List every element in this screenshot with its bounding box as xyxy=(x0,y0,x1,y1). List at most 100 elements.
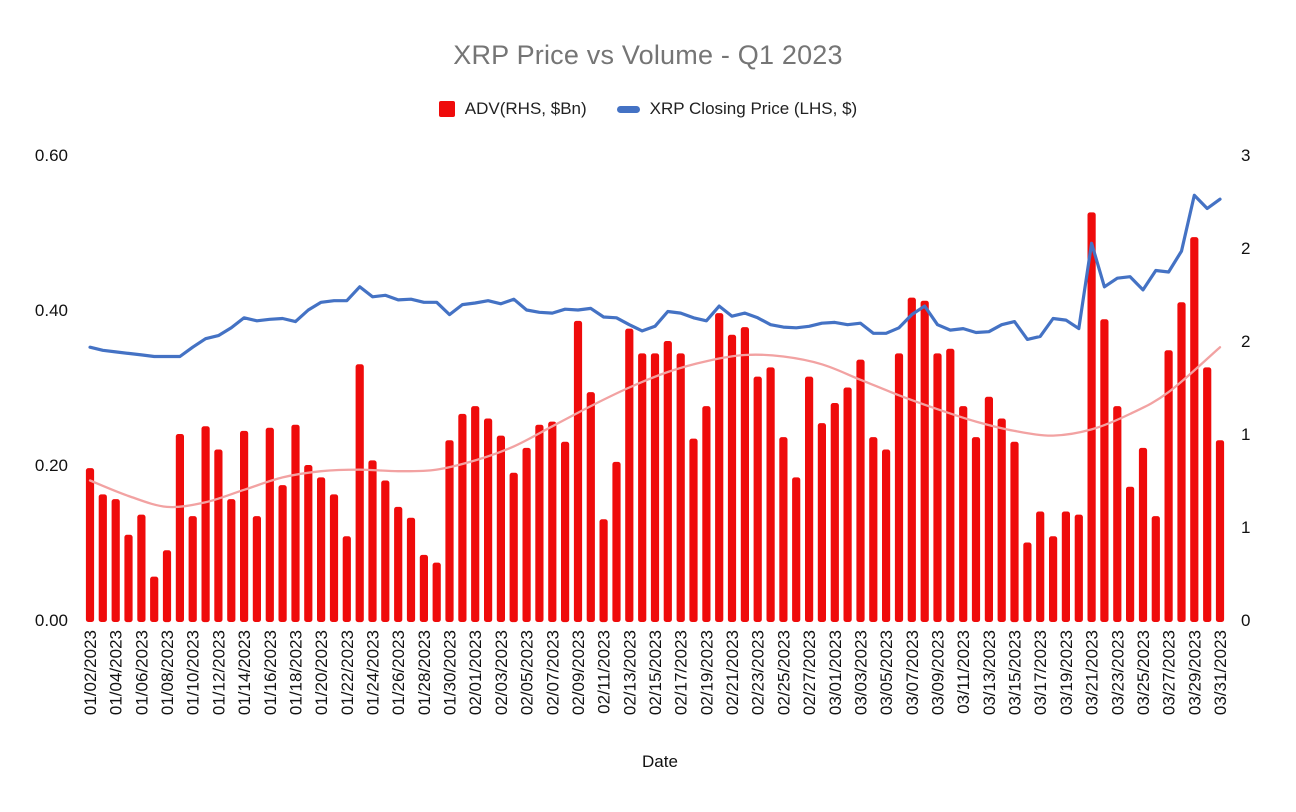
volume-bar xyxy=(599,519,608,623)
volume-bar xyxy=(971,437,981,622)
volume-bar xyxy=(535,424,544,622)
x-axis-tick-label: 02/13/2023 xyxy=(620,630,639,715)
volume-bar xyxy=(548,421,557,622)
volume-bar xyxy=(959,406,968,622)
volume-bar xyxy=(882,449,891,622)
volume-bar xyxy=(85,468,95,622)
adv-trend-line xyxy=(88,346,1222,509)
volume-bar xyxy=(111,499,120,622)
right-axis-tick-label: 1 xyxy=(1241,518,1250,537)
x-axis-tick-label: 01/06/2023 xyxy=(132,630,151,715)
x-axis-tick-label: 03/21/2023 xyxy=(1083,630,1102,715)
volume-bar xyxy=(676,353,685,622)
legend-item-adv: ADV(RHS, $Bn) xyxy=(438,99,587,119)
volume-bar xyxy=(355,364,364,623)
chart-legend: ADV(RHS, $Bn) XRP Closing Price (LHS, $) xyxy=(0,99,1296,119)
right-axis-tick-label: 2 xyxy=(1241,239,1250,258)
x-axis-tick-label: 03/19/2023 xyxy=(1057,630,1076,715)
volume-bar xyxy=(1203,367,1212,622)
volume-bar xyxy=(265,427,274,622)
x-axis-tick-label: 01/26/2023 xyxy=(389,630,408,715)
volume-bar xyxy=(175,434,184,622)
volume-bar xyxy=(1100,319,1109,622)
volume-bar xyxy=(663,341,672,622)
x-axis-tick-label: 02/27/2023 xyxy=(800,630,819,715)
left-axis-tick-label: 0.20 xyxy=(35,456,68,475)
x-axis-tick-label: 03/13/2023 xyxy=(980,630,999,715)
right-axis-tick-label: 1 xyxy=(1241,425,1250,444)
right-axis-tick-label: 3 xyxy=(1241,146,1250,165)
volume-bar xyxy=(586,392,595,622)
volume-bar xyxy=(907,297,916,622)
x-axis-tick-label: 02/01/2023 xyxy=(466,630,485,715)
x-axis-tick-label: 03/23/2023 xyxy=(1108,630,1127,715)
volume-bar xyxy=(419,554,428,622)
volume-bar xyxy=(843,387,852,622)
volume-bar xyxy=(291,424,300,622)
x-axis-tick-label: 02/07/2023 xyxy=(543,630,562,715)
volume-bar xyxy=(1010,441,1019,623)
volume-bar xyxy=(98,494,107,622)
x-axis-tick-label: 02/23/2023 xyxy=(749,630,768,715)
volume-bar xyxy=(458,413,467,622)
x-axis-tick-label: 03/15/2023 xyxy=(1006,630,1025,715)
legend-label-price: XRP Closing Price (LHS, $) xyxy=(649,99,858,118)
x-axis-tick-label: 01/02/2023 xyxy=(81,630,100,715)
volume-bar xyxy=(625,328,634,622)
volume-bar xyxy=(1138,447,1148,622)
volume-bar xyxy=(740,327,749,622)
x-axis-tick-label: 03/27/2023 xyxy=(1160,630,1179,715)
x-axis-tick-label: 03/09/2023 xyxy=(929,630,948,715)
x-axis-tick-label: 03/25/2023 xyxy=(1134,630,1153,715)
left-axis-tick-label: 0.40 xyxy=(35,301,68,320)
chart-title: XRP Price vs Volume - Q1 2023 xyxy=(453,40,843,70)
volume-bar xyxy=(1164,350,1173,622)
x-axis-tick-label: 02/03/2023 xyxy=(492,630,511,715)
volume-bar xyxy=(201,426,210,623)
volume-bar xyxy=(471,406,480,622)
x-axis-tick-label: 03/29/2023 xyxy=(1185,630,1204,715)
legend-item-price: XRP Closing Price (LHS, $) xyxy=(616,99,858,119)
x-axis-tick-label: 01/28/2023 xyxy=(415,630,434,715)
volume-bar xyxy=(856,359,865,622)
volume-bar xyxy=(727,334,737,622)
volume-bar xyxy=(227,499,236,622)
volume-bar xyxy=(329,494,339,622)
volume-bar xyxy=(406,517,416,622)
volume-bar xyxy=(573,320,583,622)
volume-bar xyxy=(162,550,172,623)
volume-bar xyxy=(394,506,403,622)
volume-bar xyxy=(137,514,146,622)
volume-bar xyxy=(817,423,826,622)
volume-bar xyxy=(1061,511,1070,622)
volume-bar xyxy=(805,376,814,622)
volume-bar xyxy=(1036,511,1045,622)
volume-bar xyxy=(522,447,531,622)
x-axis-tick-label: 03/03/2023 xyxy=(852,630,871,715)
volume-bar xyxy=(1151,516,1160,622)
right-axis-tick-label: 0 xyxy=(1241,611,1250,630)
volume-bar xyxy=(342,536,351,622)
right-axis-tick-label: 2 xyxy=(1241,332,1250,351)
volume-bar xyxy=(252,516,261,622)
x-axis-tick-label: 02/09/2023 xyxy=(569,630,588,715)
legend-label-adv: ADV(RHS, $Bn) xyxy=(464,99,587,118)
x-axis-tick-label: 02/05/2023 xyxy=(518,630,537,715)
volume-bar xyxy=(1023,542,1032,622)
x-axis-tick-label: 02/21/2023 xyxy=(723,630,742,715)
volume-bar xyxy=(509,472,518,623)
volume-bar xyxy=(869,437,878,622)
x-axis-tick-label: 03/11/2023 xyxy=(954,630,973,714)
volume-bar xyxy=(1074,514,1083,622)
x-axis-tick-label: 01/14/2023 xyxy=(235,630,254,715)
volume-bar xyxy=(381,480,390,622)
volume-bar xyxy=(650,353,660,622)
volume-bar xyxy=(933,353,942,622)
x-axis-tick-label: 02/19/2023 xyxy=(697,630,716,715)
x-axis-tick-label: 01/20/2023 xyxy=(312,630,331,715)
x-axis-tick-label: 03/01/2023 xyxy=(826,630,845,715)
x-axis-tick-label: 01/04/2023 xyxy=(107,630,126,715)
volume-bar xyxy=(484,418,493,622)
volume-bar xyxy=(702,406,711,622)
